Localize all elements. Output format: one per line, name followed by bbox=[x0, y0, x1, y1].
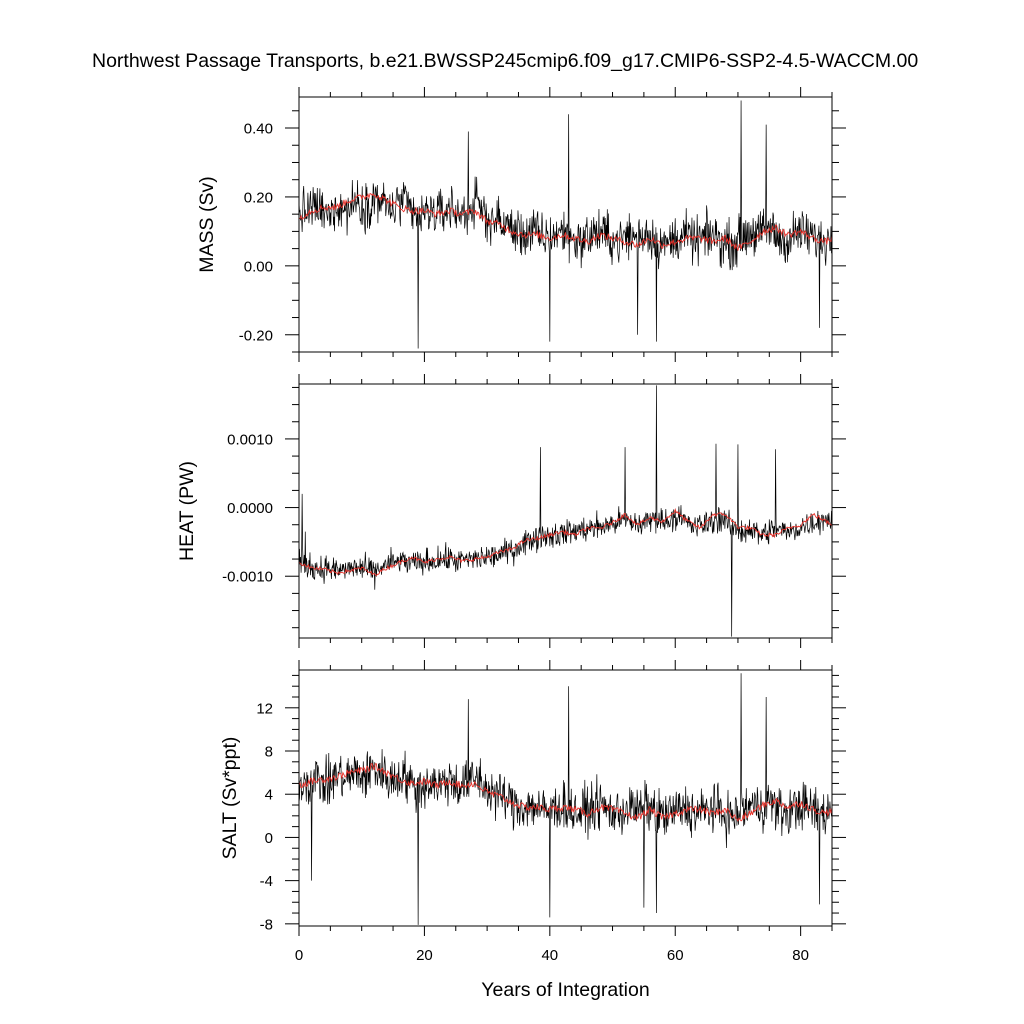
chart-title: Northwest Passage Transports, b.e21.BWSS… bbox=[92, 50, 918, 72]
y-tick-label: 12 bbox=[256, 700, 273, 717]
y-tick-label: 0.00 bbox=[244, 258, 273, 275]
y-tick-label: 0.20 bbox=[244, 189, 273, 206]
x-tick-label: 80 bbox=[792, 947, 809, 964]
y-tick-label: 4 bbox=[265, 787, 273, 804]
plot-frame bbox=[298, 669, 833, 927]
x-tick-label: 60 bbox=[667, 947, 684, 964]
x-axis-label: Years of Integration bbox=[481, 979, 649, 1001]
running-mean-line bbox=[299, 192, 832, 251]
x-tick-label: 20 bbox=[416, 947, 433, 964]
x-tick-label: 0 bbox=[295, 947, 303, 964]
plot-frame bbox=[298, 383, 833, 639]
series-line bbox=[299, 100, 832, 349]
y-tick-label: 8 bbox=[265, 744, 273, 761]
y-tick-label: 0 bbox=[265, 830, 273, 847]
y-tick-label: -8 bbox=[260, 916, 273, 933]
y-tick-label: 0.0000 bbox=[227, 500, 273, 517]
y-tick-label: -4 bbox=[260, 873, 273, 890]
series-line bbox=[299, 673, 832, 925]
x-tick-label: 40 bbox=[541, 947, 558, 964]
salt-panel: 0 20 40 60 80 -8 -4 0 4 8 12 SALT (Sv*ppt) Years of … bbox=[219, 660, 846, 1001]
y-axis-label: MASS (Sv) bbox=[196, 176, 218, 272]
heat-panel: -0.0010 0.0000 0.0010 HEAT (PW) bbox=[176, 374, 846, 648]
y-tick-label: -0.20 bbox=[239, 327, 273, 344]
mass-panel: -0.20 0.00 0.20 0.40 MASS (Sv) bbox=[196, 87, 846, 362]
y-tick-label: -0.0010 bbox=[222, 569, 273, 586]
y-axis-label: HEAT (PW) bbox=[176, 461, 198, 561]
y-axis-label: SALT (Sv*ppt) bbox=[219, 737, 241, 860]
running-mean-line bbox=[299, 507, 832, 577]
plot-frame bbox=[298, 96, 833, 353]
y-tick-label: 0.0010 bbox=[227, 431, 273, 448]
y-tick-label: 0.40 bbox=[244, 121, 273, 138]
series-line bbox=[299, 385, 832, 637]
running-mean-line bbox=[299, 763, 832, 822]
